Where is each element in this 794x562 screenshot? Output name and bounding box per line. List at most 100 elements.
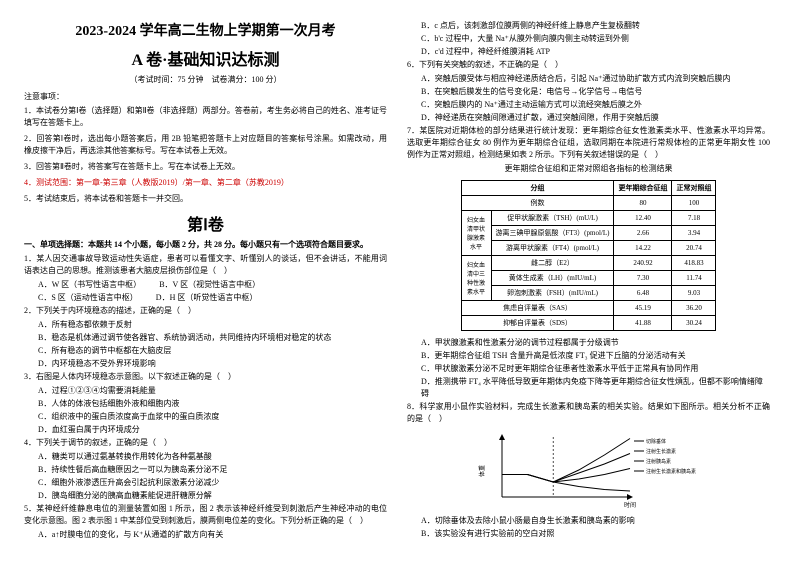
q4-opt-b: B．持续性餐后高血糖原因之一可以为胰岛素分泌不足 (24, 464, 387, 476)
cell: 36.20 (672, 301, 716, 316)
svg-text:切除垂体: 切除垂体 (646, 438, 666, 445)
cell: 促甲状腺激素（TSH）(mU/L) (491, 211, 614, 226)
table-row: 焦虑自评量表（SAS） 45.19 36.20 (461, 301, 716, 316)
cell: 游离甲状腺素（FT4）(pmol/L) (491, 241, 614, 256)
exam-title: 2023-2024 学年高二生物上学期第一次月考 (24, 20, 387, 40)
q7-opt-a: A．甲状腺激素和性激素分泌的调节过程都属于分级调节 (407, 337, 770, 349)
q1-opt-d: D．H 区（听觉性语言中枢） (156, 292, 258, 304)
q6-opt-c: C．突触后膜内的 Na⁺通过主动运输方式可以流经突触后膜之外 (407, 99, 770, 111)
notice-5: 5．考试结束后，将本试卷和答题卡一并交回。 (24, 193, 387, 205)
cell: 焦虑自评量表（SAS） (461, 301, 614, 316)
q7-stem: 7．某医院对近期体检的部分结果进行统计发现：更年期综合征女性激素类水平、性激素水… (407, 125, 770, 161)
left-column: 2023-2024 学年高二生物上学期第一次月考 A 卷·基础知识达标测 （考试… (24, 20, 387, 542)
cell: 80 (614, 196, 672, 211)
table-title: 更年期综合征组和正常对照组各指标的检测结果 (407, 163, 770, 174)
table-header-row: 分组 更年期综合征组 正常对照组 (461, 181, 716, 196)
table-row: 例数 80 100 (461, 196, 716, 211)
cell: 游离三碘甲腺原氨酸（FT3）(pmol/L) (491, 226, 614, 241)
q2-opt-d: D．内环境稳态不受外界环境影响 (24, 358, 387, 370)
q1-opts-row1: A．W 区（书写性语言中枢） B．V 区（视觉性语言中枢） (24, 279, 387, 291)
q4-opt-c: C．细胞外液渗透压升高会引起抗利尿激素分泌减少 (24, 477, 387, 489)
page: 2023-2024 学年高二生物上学期第一次月考 A 卷·基础知识达标测 （考试… (0, 0, 794, 562)
q4-opt-d: D．胰岛细胞分泌的胰高血糖素能促进肝糖原分解 (24, 490, 387, 502)
q5-opt-a: A．a↑时膜电位的变化，与 K⁺从通道的扩散方向有关 (24, 529, 387, 541)
notice-2: 2．回答第Ⅰ卷时，选出每小题答案后，用 2B 铅笔把答题卡上对应题目的答案标号涂… (24, 133, 387, 157)
q5-opt-d: D．c'd 过程中，神经纤维膜消耗 ATP (407, 46, 770, 58)
svg-text:时间: 时间 (624, 501, 636, 509)
table-row: 游离甲状腺素（FT4）(pmol/L) 14.22 20.74 (461, 241, 716, 256)
q4-stem: 4．下列关于调节的叙述，正确的是（ ） (24, 437, 387, 449)
q4-opt-a: A．糖类可以通过氨基转换作用转化为各种氨基酸 (24, 451, 387, 463)
cell: 2.66 (614, 226, 672, 241)
right-column: B．c 点后，该刺激部位膜两侧的神经纤维上静息产生复极翻转 C．b'c 过程中，… (407, 20, 770, 542)
cell: 30.24 (672, 316, 716, 331)
cell: 45.19 (614, 301, 672, 316)
cell: 418.83 (672, 256, 716, 271)
q3-opt-d: D．血红蛋白属于内环境成分 (24, 424, 387, 436)
svg-text:注射生长激素: 注射生长激素 (646, 448, 676, 455)
group2-cell: 妇女血清中三种性激素水平 (461, 256, 491, 301)
table-row: 妇女血清甲状腺激素水平 促甲状腺激素（TSH）(mU/L) 12.40 7.18 (461, 211, 716, 226)
group1-cell: 妇女血清甲状腺激素水平 (461, 211, 491, 256)
cell: 雌二醇（E2） (491, 256, 614, 271)
exam-time: （考试时间：75 分钟 试卷满分：100 分） (24, 74, 387, 85)
q7-opt-d: D．推测携带 FT₄ 水平降低导致更年期体内免疫下降等更年期综合征女性煩乱，但都… (407, 376, 770, 400)
cell: 11.74 (672, 271, 716, 286)
q8-chart: 体重时间 切除垂体注射生长激素注射胰岛素注射生长激素和胰岛素 (474, 431, 704, 511)
th-group: 分组 (461, 181, 614, 196)
q1-opt-a: A．W 区（书写性语言中枢） (38, 279, 141, 291)
svg-text:注射胰岛素: 注射胰岛素 (646, 458, 671, 465)
cell: 黄体生成素（LH）(mIU/mL) (491, 271, 614, 286)
q1-stem: 1．某人因交通事故导致运动性失语症，患者可以看懂文字、听懂别人的谈话，但不会讲话… (24, 253, 387, 277)
q1-opt-b: B．V 区（视觉性语言中枢） (159, 279, 260, 291)
q6-opt-d: D．神经递质在突触间隙通过扩散，通过突触间隙，作用于突触后膜 (407, 112, 770, 124)
table-row: 卵泡刺激素（FSH）(mIU/mL) 6.48 9.03 (461, 286, 716, 301)
q3-opt-b: B．人体的体液包括细胞外液和细胞内液 (24, 398, 387, 410)
cell: 20.74 (672, 241, 716, 256)
notice-3: 3．回答第Ⅱ卷时，将答案写在答题卡上。写在本试卷上无效。 (24, 161, 387, 173)
q6-opt-b: B．在突触后膜发生的信号变化是：电信号→化学信号→电信号 (407, 86, 770, 98)
q8-opt-a: A．切除垂体及去除小鼠小肠最自身生长激素和胰岛素的影响 (407, 515, 770, 527)
q5-stem: 5．某神经纤维静息电位的测量装置如图 1 所示，图 2 表示该神经纤维受到刺激后… (24, 503, 387, 527)
table-row: 游离三碘甲腺原氨酸（FT3）(pmol/L) 2.66 3.94 (461, 226, 716, 241)
section-1-title: 一、单项选择题：本题共 14 个小题，每小题 2 分，共 28 分。每小题只有一… (24, 239, 387, 250)
q1-opt-c: C．S 区（运动性语言中枢） (38, 292, 138, 304)
q7-opt-b: B．更年期综合征组 TSH 含量升高是低浓度 FT₃ 促进下丘脑的分泌活动有关 (407, 350, 770, 362)
th-col2: 正常对照组 (672, 181, 716, 196)
notice-4: 4．测试范围：第一章-第三章（人教版2019）/第一章、第二章（苏教2019） (24, 177, 387, 189)
cell: 7.30 (614, 271, 672, 286)
cell: 7.18 (672, 211, 716, 226)
cell: 抑郁自评量表（SDS） (461, 316, 614, 331)
notice-label: 注意事项： (24, 91, 387, 102)
data-table: 分组 更年期综合征组 正常对照组 例数 80 100 妇女血清甲状腺激素水平 促… (461, 180, 717, 331)
table-row: 黄体生成素（LH）(mIU/mL) 7.30 11.74 (461, 271, 716, 286)
volume-title: 第Ⅰ卷 (24, 211, 387, 235)
th-col1: 更年期综合征组 (614, 181, 672, 196)
q7-opt-c: C．甲状腺激素分泌不足时更年期综合征患者性激素水平低于正常具有协同作用 (407, 363, 770, 375)
q5-opt-b: B．c 点后，该刺激部位膜两侧的神经纤维上静息产生复极翻转 (407, 20, 770, 32)
q2-opt-c: C．所有稳态的调节中枢都在大脑皮层 (24, 345, 387, 357)
cell: 3.94 (672, 226, 716, 241)
svg-text:体重: 体重 (478, 465, 486, 477)
cell: 例数 (461, 196, 614, 211)
q2-stem: 2．下列关于内环境稳态的描述，正确的是（ ） (24, 305, 387, 317)
q3-opt-a: A．过程①②③④均需要消耗能量 (24, 385, 387, 397)
cell: 41.88 (614, 316, 672, 331)
cell: 6.48 (614, 286, 672, 301)
paper-title: A 卷·基础知识达标测 (24, 46, 387, 70)
table-row: 妇女血清中三种性激素水平 雌二醇（E2） 240.92 418.83 (461, 256, 716, 271)
q6-stem: 6．下列有关突触的叙述，不正确的是（ ） (407, 59, 770, 71)
q2-opt-a: A．所有稳态都依赖于反射 (24, 319, 387, 331)
table-row: 抑郁自评量表（SDS） 41.88 30.24 (461, 316, 716, 331)
q2-opt-b: B．稳态是机体通过调节使各器官、系统协调活动，共同维持内环境相对稳定的状态 (24, 332, 387, 344)
chart-wrap: 体重时间 切除垂体注射生长激素注射胰岛素注射生长激素和胰岛素 (407, 431, 770, 511)
svg-text:注射生长激素和胰岛素: 注射生长激素和胰岛素 (646, 468, 696, 475)
cell: 240.92 (614, 256, 672, 271)
q1-opts-row2: C．S 区（运动性语言中枢） D．H 区（听觉性语言中枢） (24, 292, 387, 304)
cell: 100 (672, 196, 716, 211)
q8-stem: 8．科学家用小鼠作实验材料，完成生长激素和胰岛素的相关实验。结果如下图所示。相关… (407, 401, 770, 425)
q3-stem: 3．右图是人体内环境稳态示意图。以下叙述正确的是（ ） (24, 371, 387, 383)
cell: 14.22 (614, 241, 672, 256)
q8-opt-b: B．该实验没有进行实验前的空白对照 (407, 528, 770, 540)
q5-opt-c: C．b'c 过程中，大量 Na⁺从膜外侧向膜内侧主动转运到外侧 (407, 33, 770, 45)
